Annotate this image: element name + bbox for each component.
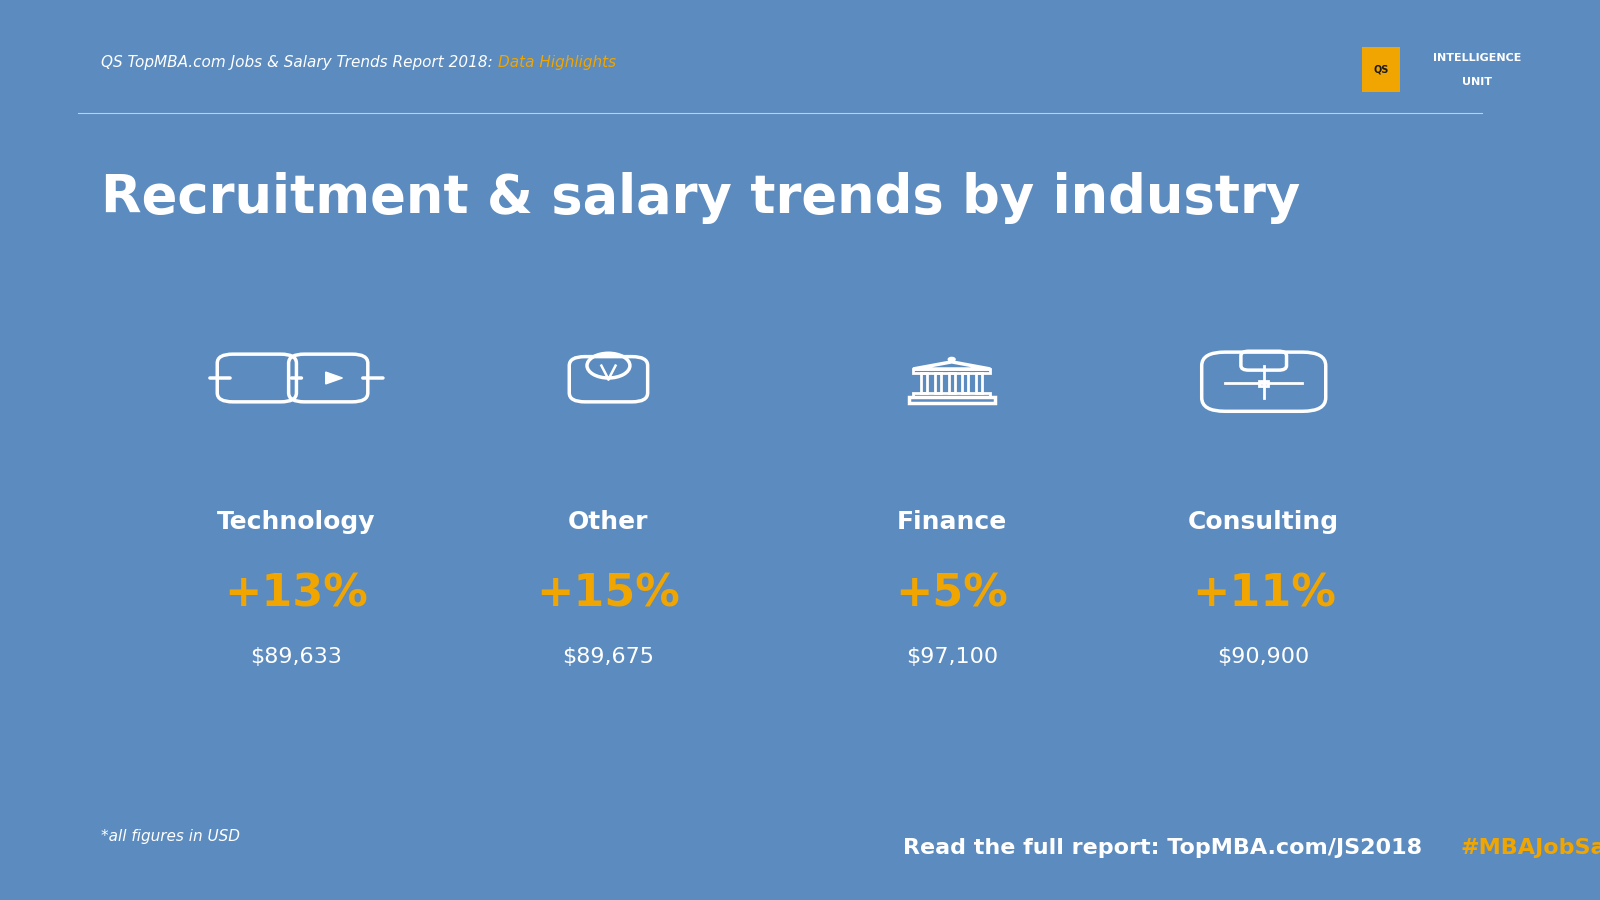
FancyBboxPatch shape: [1363, 47, 1400, 92]
Bar: [922, 374, 928, 393]
Bar: [934, 374, 941, 393]
Text: Technology: Technology: [218, 510, 376, 534]
Bar: [1259, 381, 1269, 386]
Bar: [914, 393, 990, 397]
Bar: [914, 369, 990, 374]
Text: Other: Other: [568, 510, 648, 534]
Text: +5%: +5%: [896, 572, 1008, 616]
Text: INTELLIGENCE: INTELLIGENCE: [1432, 53, 1522, 63]
Bar: [909, 397, 995, 403]
Bar: [949, 374, 955, 393]
Text: $89,633: $89,633: [251, 647, 342, 667]
Text: #MBAJobSalary: #MBAJobSalary: [1461, 838, 1600, 859]
Text: QS: QS: [1373, 64, 1389, 74]
Text: Data Highlights: Data Highlights: [498, 56, 616, 70]
Text: $89,675: $89,675: [563, 647, 654, 667]
Text: UNIT: UNIT: [1462, 77, 1491, 87]
Text: +11%: +11%: [1192, 572, 1336, 616]
Polygon shape: [326, 372, 342, 384]
Text: QS TopMBA.com Jobs & Salary Trends Report 2018:: QS TopMBA.com Jobs & Salary Trends Repor…: [101, 56, 498, 70]
Bar: [976, 374, 982, 393]
Text: Recruitment & salary trends by industry: Recruitment & salary trends by industry: [101, 172, 1301, 224]
Text: Read the full report: TopMBA.com/JS2018: Read the full report: TopMBA.com/JS2018: [902, 838, 1430, 859]
Text: +15%: +15%: [536, 572, 680, 616]
Circle shape: [949, 357, 955, 362]
Text: +13%: +13%: [224, 572, 368, 616]
Text: Finance: Finance: [896, 510, 1006, 534]
Text: $90,900: $90,900: [1218, 647, 1310, 667]
Text: $97,100: $97,100: [906, 647, 998, 667]
Text: *all figures in USD: *all figures in USD: [101, 830, 240, 844]
Bar: [963, 374, 968, 393]
Text: Consulting: Consulting: [1189, 510, 1339, 534]
